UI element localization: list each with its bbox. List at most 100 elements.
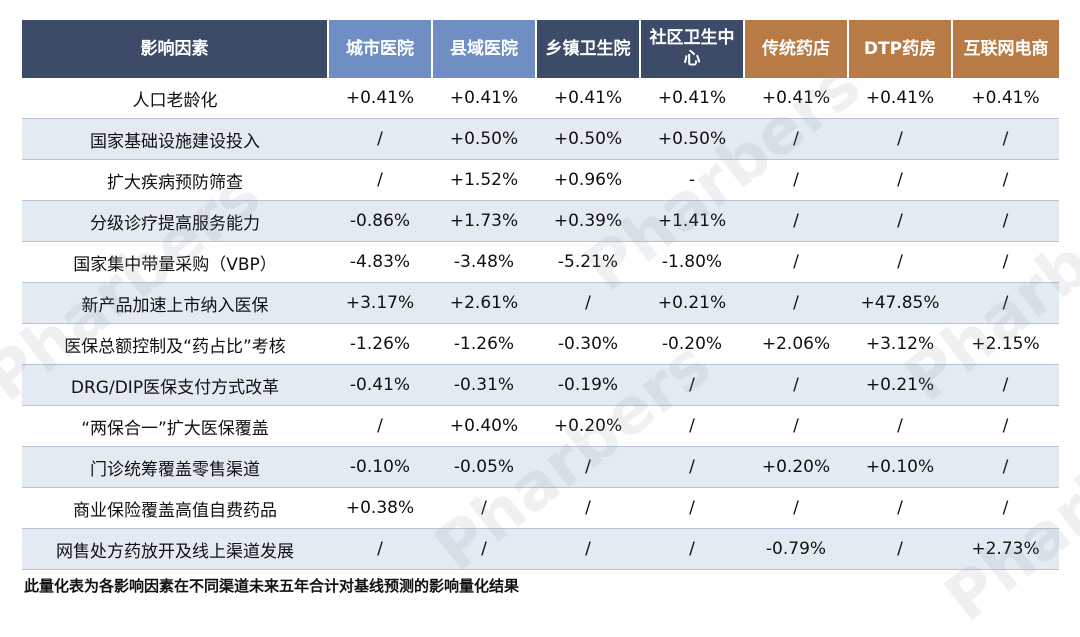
impact-value: +2.06%	[744, 323, 848, 365]
factor-label: 医保总额控制及“药占比”考核	[22, 323, 328, 365]
impact-value: -0.31%	[432, 364, 536, 406]
table-header-row: 影响因素 城市医院 县域医院 乡镇卫生院 社区卫生中心 传统药店 DTP药房 互联网电商	[22, 20, 1059, 78]
impact-value: /	[848, 159, 952, 201]
impact-value: /	[952, 159, 1059, 201]
factor-label: 新产品加速上市纳入医保	[22, 282, 328, 324]
impact-value: +0.41%	[536, 78, 640, 119]
header-channel: 社区卫生中心	[640, 20, 745, 78]
impact-value: -5.21%	[536, 241, 640, 283]
impact-value: +0.41%	[744, 78, 848, 119]
table-row: 人口老龄化 +0.41% +0.41% +0.41% +0.41% +0.41% +0.41…	[22, 78, 1059, 119]
factor-label: 门诊统筹覆盖零售渠道	[22, 446, 328, 488]
impact-value: /	[848, 200, 952, 242]
impact-value: /	[536, 282, 640, 324]
impact-value: +2.15%	[952, 323, 1059, 365]
impact-table: 影响因素 城市医院 县域医院 乡镇卫生院 社区卫生中心 传统药店 DTP药房 互联网电商 人口…	[22, 20, 1059, 570]
impact-value: /	[952, 405, 1059, 447]
impact-value: -3.48%	[432, 241, 536, 283]
header-factor: 影响因素	[22, 20, 329, 78]
impact-value: -0.20%	[640, 323, 744, 365]
header-channel: 互联网电商	[952, 20, 1059, 78]
impact-value: /	[848, 241, 952, 283]
impact-value: /	[744, 282, 848, 324]
table-row: “两保合一”扩大医保覆盖 / +0.40% +0.20% / / / /	[22, 405, 1059, 447]
impact-value: -1.26%	[328, 323, 432, 365]
impact-value: /	[432, 528, 536, 570]
impact-value: -1.80%	[640, 241, 744, 283]
table-row: 国家集中带量采购（VBP） -4.83% -3.48% -5.21% -1.80% / / /	[22, 241, 1059, 283]
header-channel: 县域医院	[432, 20, 537, 78]
impact-value: +0.50%	[640, 118, 744, 160]
table-body: 人口老龄化 +0.41% +0.41% +0.41% +0.41% +0.41% +0.41…	[22, 78, 1059, 570]
impact-value: -0.19%	[536, 364, 640, 406]
impact-value: /	[640, 405, 744, 447]
impact-value: -	[640, 159, 744, 201]
impact-value: +0.38%	[328, 487, 432, 529]
impact-value: /	[536, 446, 640, 488]
footnote: 此量化表为各影响因素在不同渠道未来五年合计对基线预测的影响量化结果	[24, 577, 520, 595]
impact-value: /	[536, 528, 640, 570]
impact-value: +0.21%	[848, 364, 952, 406]
impact-value: +0.41%	[432, 78, 536, 119]
impact-value: -0.79%	[744, 528, 848, 570]
impact-value: /	[328, 159, 432, 201]
impact-value: /	[640, 487, 744, 529]
impact-value: /	[848, 118, 952, 160]
table-row: 医保总额控制及“药占比”考核 -1.26% -1.26% -0.30% -0.20% +2…	[22, 323, 1059, 365]
impact-value: /	[432, 487, 536, 529]
table-row: DRG/DIP医保支付方式改革 -0.41% -0.31% -0.19% / / +0.21…	[22, 364, 1059, 406]
header-channel: 乡镇卫生院	[536, 20, 641, 78]
impact-value: /	[744, 405, 848, 447]
impact-value: +1.52%	[432, 159, 536, 201]
impact-value: /	[952, 241, 1059, 283]
impact-value: /	[536, 487, 640, 529]
impact-value: /	[744, 118, 848, 160]
factor-label: 商业保险覆盖高值自费药品	[22, 487, 328, 529]
impact-value: -4.83%	[328, 241, 432, 283]
impact-value: +0.21%	[640, 282, 744, 324]
table-row: 商业保险覆盖高值自费药品 +0.38% / / / / / /	[22, 487, 1059, 529]
impact-value: /	[848, 405, 952, 447]
factor-label: 国家基础设施建设投入	[22, 118, 328, 160]
factor-label: DRG/DIP医保支付方式改革	[22, 364, 328, 406]
impact-value: /	[744, 159, 848, 201]
impact-value: +0.41%	[952, 78, 1059, 119]
table-row: 国家基础设施建设投入 / +0.50% +0.50% +0.50% / / /	[22, 118, 1059, 160]
impact-value: /	[848, 528, 952, 570]
impact-value: /	[952, 118, 1059, 160]
impact-value: /	[952, 364, 1059, 406]
header-channel: DTP药房	[848, 20, 953, 78]
impact-value: -0.05%	[432, 446, 536, 488]
header-channel: 传统药店	[744, 20, 849, 78]
impact-value: /	[952, 200, 1059, 242]
impact-value: /	[952, 446, 1059, 488]
impact-value: /	[640, 364, 744, 406]
impact-value: +0.39%	[536, 200, 640, 242]
impact-value: /	[744, 241, 848, 283]
impact-value: /	[744, 200, 848, 242]
impact-value: +47.85%	[848, 282, 952, 324]
impact-value: /	[640, 446, 744, 488]
impact-value: +2.73%	[952, 528, 1059, 570]
impact-value: /	[952, 282, 1059, 324]
impact-value: /	[328, 528, 432, 570]
impact-value: +3.17%	[328, 282, 432, 324]
impact-value: /	[328, 405, 432, 447]
impact-value: /	[744, 364, 848, 406]
header-channel: 城市医院	[328, 20, 433, 78]
impact-value: /	[744, 487, 848, 529]
impact-value: -0.30%	[536, 323, 640, 365]
table-row: 扩大疾病预防筛查 / +1.52% +0.96% - / / /	[22, 159, 1059, 201]
impact-value: -0.41%	[328, 364, 432, 406]
impact-value: /	[848, 487, 952, 529]
impact-value: -1.26%	[432, 323, 536, 365]
impact-value: +3.12%	[848, 323, 952, 365]
impact-value: +0.41%	[848, 78, 952, 119]
impact-value: +0.20%	[536, 405, 640, 447]
impact-value: /	[328, 118, 432, 160]
impact-value: +0.50%	[432, 118, 536, 160]
impact-value: +0.20%	[744, 446, 848, 488]
impact-value: +0.40%	[432, 405, 536, 447]
factor-label: 人口老龄化	[22, 78, 328, 119]
impact-value: +0.10%	[848, 446, 952, 488]
